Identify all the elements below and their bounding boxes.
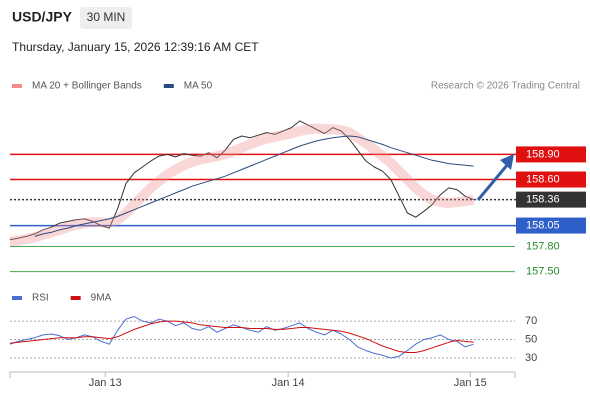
legend-label: MA 20 + Bollinger Bands: [32, 81, 142, 92]
level-label-box: [516, 171, 586, 188]
y-tick-label: 30: [525, 352, 537, 364]
x-tick-label: Jan 13: [89, 377, 122, 389]
series-line: [9, 123, 475, 247]
level-label: 158.36: [526, 194, 560, 206]
legend-swatch: [70, 296, 81, 300]
legend-label: MA 50: [184, 81, 213, 92]
y-tick-label: 50: [525, 333, 537, 345]
legend-swatch: [12, 296, 22, 300]
x-tick-label: Jan 14: [272, 377, 305, 389]
series-line: [34, 135, 474, 237]
interval: 30 MIN: [87, 10, 126, 24]
projection-arrowhead: [500, 154, 514, 170]
level-label: 158.90: [526, 148, 560, 160]
plot-layer: 158.90 158.60 158.36 158.05 157.80 157.50 MA 2…: [9, 81, 586, 389]
level-label: 158.05: [526, 219, 560, 231]
interval-box: [80, 7, 132, 29]
series-line: [9, 320, 474, 353]
series-line: [9, 120, 474, 241]
symbol: USD/JPY: [12, 9, 73, 25]
legend-label: RSI: [32, 293, 49, 304]
level-label: 158.60: [526, 173, 560, 185]
level-label-box: [516, 146, 586, 163]
level-label-box: [516, 217, 586, 234]
legend-swatch: [163, 84, 174, 88]
level-label: 157.80: [526, 240, 560, 252]
legend-label: 9MA: [91, 293, 112, 304]
level-label-box: [516, 191, 586, 208]
level-label: 157.50: [526, 266, 560, 278]
legend-swatch: [12, 84, 22, 88]
x-tick-label: Jan 15: [454, 377, 487, 389]
y-tick-label: 70: [525, 315, 537, 327]
credit: Research © 2026 Trading Central: [431, 81, 580, 92]
timestamp: Thursday, January 15, 2026 12:39:16 AM C…: [12, 40, 259, 54]
projection-arrow: [476, 163, 510, 201]
